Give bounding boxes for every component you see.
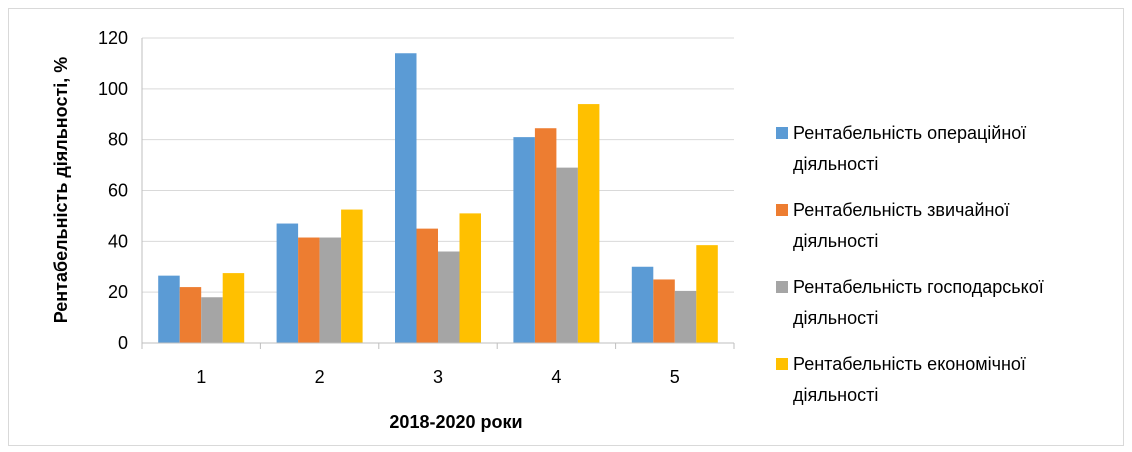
y-tick-label: 60 <box>108 181 128 201</box>
bar <box>653 279 675 343</box>
legend-label: діяльності <box>793 308 878 328</box>
y-axis-title: Рентабельність діяльності, % <box>51 57 71 324</box>
y-tick-labels: 0 20 40 60 80 100 120 <box>98 28 128 353</box>
legend-label: діяльності <box>793 231 878 251</box>
bar <box>298 237 320 343</box>
x-tick-label: 1 <box>196 367 206 387</box>
legend-swatch <box>776 358 788 370</box>
bar <box>513 137 535 343</box>
axes <box>141 38 735 349</box>
y-tick-label: 120 <box>98 28 128 48</box>
bar <box>276 223 299 343</box>
x-tick-labels: 1 2 3 4 5 <box>196 367 680 387</box>
bar <box>577 104 600 343</box>
y-tick-label: 80 <box>108 130 128 150</box>
legend-label: діяльності <box>793 154 878 174</box>
bar <box>201 297 223 343</box>
legend-label: Рентабельність економічної <box>793 354 1026 374</box>
bar <box>319 237 342 343</box>
bar <box>341 209 363 343</box>
x-tick-label: 2 <box>315 367 325 387</box>
legend-swatch <box>776 281 788 293</box>
x-tick-label: 5 <box>670 367 680 387</box>
bars <box>158 53 718 343</box>
bar <box>416 228 438 343</box>
y-tick-label: 40 <box>108 231 128 251</box>
x-axis-title: 2018-2020 роки <box>389 412 522 432</box>
bar <box>395 53 417 343</box>
bar <box>179 287 202 343</box>
legend: Рентабельність операційної діяльності Рент… <box>776 123 1044 405</box>
bar <box>158 275 180 343</box>
x-tick-label: 3 <box>433 367 443 387</box>
bar <box>459 213 481 343</box>
bar <box>674 290 697 343</box>
legend-label: діяльності <box>793 385 878 405</box>
bar <box>222 273 245 343</box>
bar <box>696 245 718 343</box>
bar <box>534 128 557 343</box>
bar <box>556 167 578 343</box>
legend-swatch <box>776 204 788 216</box>
y-tick-label: 0 <box>118 333 128 353</box>
legend-label: Рентабельність операційної <box>793 123 1026 143</box>
legend-swatch <box>776 127 788 139</box>
legend-label: Рентабельність звичайної <box>793 200 1009 220</box>
bar <box>631 266 654 343</box>
legend-label: Рентабельність господарської <box>793 277 1044 297</box>
bar <box>438 251 460 343</box>
x-tick-label: 4 <box>551 367 561 387</box>
y-tick-label: 100 <box>98 79 128 99</box>
y-tick-label: 20 <box>108 282 128 302</box>
